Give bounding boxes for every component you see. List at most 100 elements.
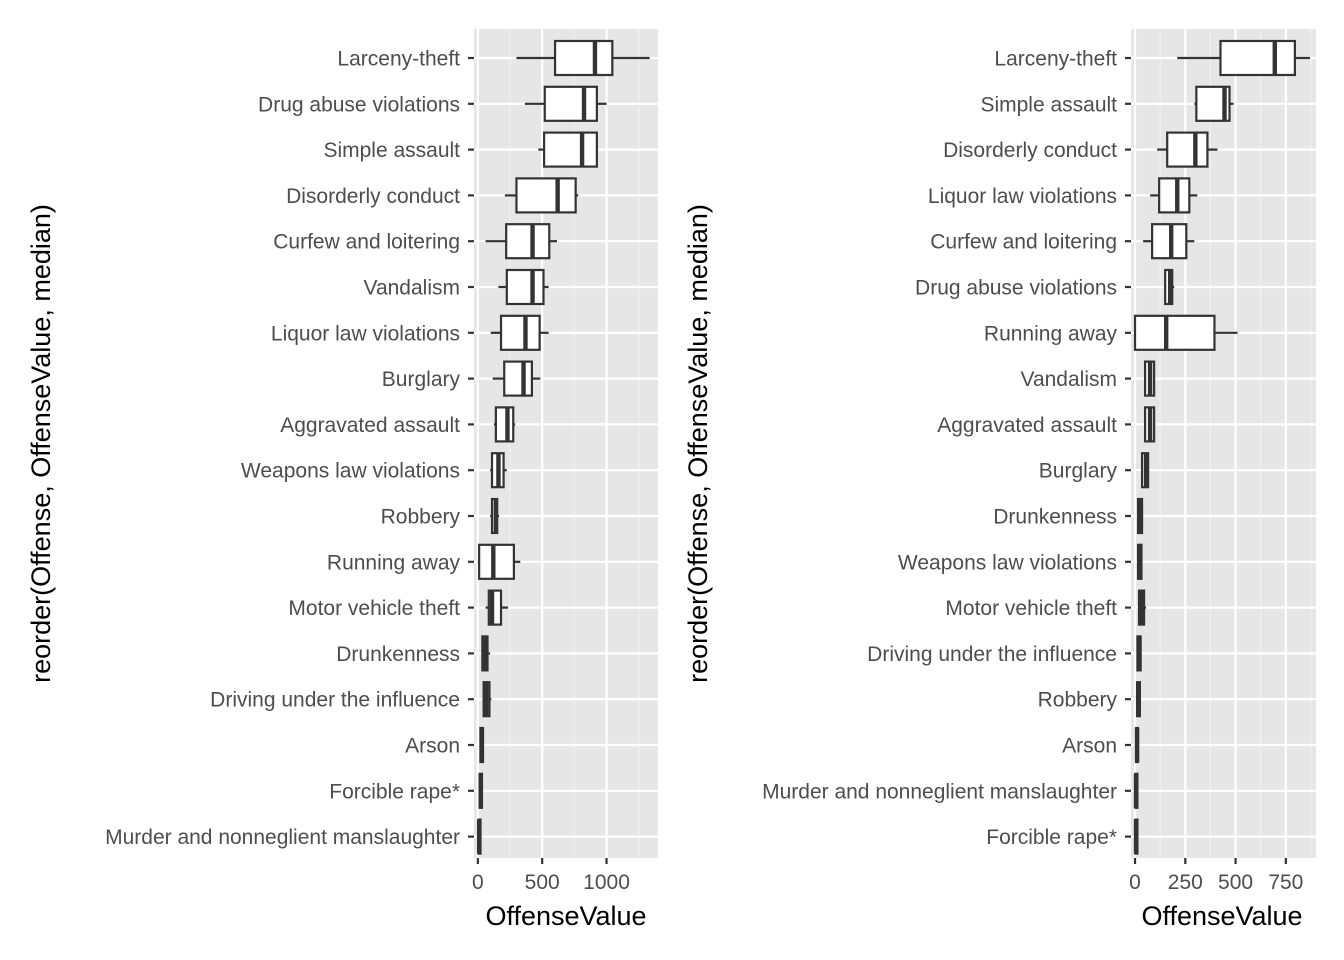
box-disorderly-conduct xyxy=(1157,131,1218,168)
x-tick-label: 1000 xyxy=(583,871,630,894)
x-tick-label: 500 xyxy=(1218,871,1253,894)
box-body xyxy=(515,177,577,214)
category-label: Curfew and loitering xyxy=(930,231,1117,254)
x-tick-label: 0 xyxy=(472,871,484,894)
box-burglary xyxy=(1140,452,1150,489)
box-running-away xyxy=(1133,314,1238,351)
category-label: Forcible rape* xyxy=(986,826,1117,849)
box-driving-under-the-influence xyxy=(482,681,492,718)
box-curfew-and-loitering xyxy=(1143,223,1195,260)
y-axis-title: reorder(Offense, OffenseValue, median) xyxy=(683,204,713,683)
box-motor-vehicle-theft xyxy=(1137,589,1147,626)
box-aggravated-assault xyxy=(493,406,516,443)
box-weapons-law-violations xyxy=(1136,543,1143,580)
category-label: Burglary xyxy=(382,368,461,391)
x-tick-label: 250 xyxy=(1168,871,1203,894)
box-robbery xyxy=(490,497,500,535)
box-drunkenness xyxy=(1136,497,1144,535)
box-murder-and-nonneglient-manslaughter xyxy=(1133,772,1139,809)
box-weapons-law-violations xyxy=(490,452,507,489)
category-label: Robbery xyxy=(1038,689,1118,712)
box-driving-under-the-influence xyxy=(1136,635,1142,672)
category-label: Driving under the influence xyxy=(867,643,1117,666)
x-axis-title: OffenseValue xyxy=(485,901,646,931)
box-body xyxy=(1133,314,1216,351)
box-body xyxy=(505,223,551,260)
box-drug-abuse-violations xyxy=(524,85,607,122)
box-simple-assault xyxy=(1194,85,1234,122)
box-arson xyxy=(1134,726,1140,764)
y-axis-title: reorder(Offense, OffenseValue, median) xyxy=(26,204,56,683)
category-label: Disorderly conduct xyxy=(943,139,1117,162)
category-label: Simple assault xyxy=(980,93,1117,116)
category-label: Larceny-theft xyxy=(994,48,1117,71)
category-label: Running away xyxy=(984,322,1118,345)
panel-2: Larceny-theft Simple assault Disorderly co… xyxy=(683,29,1316,931)
category-label: Liquor law violations xyxy=(271,322,460,345)
box-disorderly-conduct xyxy=(504,177,579,214)
box-body xyxy=(1219,39,1296,77)
box-body xyxy=(503,360,534,397)
category-label: Curfew and loitering xyxy=(273,231,460,254)
box-vandalism xyxy=(1143,360,1156,397)
category-label: Motor vehicle theft xyxy=(288,597,460,620)
box-running-away xyxy=(477,543,521,580)
box-drunkenness xyxy=(481,635,491,672)
x-tick-label: 750 xyxy=(1268,871,1303,894)
box-simple-assault xyxy=(538,131,598,168)
category-label: Drunkenness xyxy=(993,506,1117,529)
box-robbery xyxy=(1135,681,1141,718)
category-label: Weapons law violations xyxy=(898,551,1117,574)
box-body xyxy=(494,406,515,443)
panel-background xyxy=(1131,29,1316,858)
box-body xyxy=(1158,177,1191,214)
box-liquor-law-violations xyxy=(490,314,549,351)
category-label: Weapons law violations xyxy=(241,460,460,483)
category-label: Simple assault xyxy=(323,139,460,162)
box-vandalism xyxy=(498,268,549,306)
box-liquor-law-violations xyxy=(1150,177,1198,214)
box-body xyxy=(553,39,614,77)
category-label: Forcible rape* xyxy=(329,780,460,803)
category-label: Murder and nonneglient manslaughter xyxy=(762,780,1117,803)
x-tick-label: 0 xyxy=(1129,871,1141,894)
box-aggravated-assault xyxy=(1143,406,1156,443)
category-label: Drug abuse violations xyxy=(915,277,1117,300)
category-label: Murder and nonneglient manslaughter xyxy=(105,826,460,849)
box-body xyxy=(543,85,598,122)
box-curfew-and-loitering xyxy=(485,223,557,260)
category-label: Vandalism xyxy=(1021,368,1118,391)
x-tick-label: 500 xyxy=(525,871,560,894)
box-murder-and-nonneglient-manslaughter xyxy=(476,818,482,855)
category-label: Arson xyxy=(405,735,460,758)
category-label: Arson xyxy=(1062,735,1117,758)
box-larceny-theft xyxy=(1177,39,1310,77)
box-body xyxy=(499,314,541,351)
x-axis-title: OffenseValue xyxy=(1141,901,1302,931)
box-body xyxy=(478,543,515,580)
box-body xyxy=(505,268,545,306)
category-label: Aggravated assault xyxy=(937,414,1117,437)
category-label: Drug abuse violations xyxy=(258,93,460,116)
category-label: Liquor law violations xyxy=(928,185,1117,208)
category-label: Motor vehicle theft xyxy=(945,597,1117,620)
box-body xyxy=(543,131,598,168)
category-label: Robbery xyxy=(381,506,461,529)
box-arson xyxy=(479,726,485,764)
category-label: Drunkenness xyxy=(336,643,460,666)
category-label: Burglary xyxy=(1039,460,1118,483)
box-body xyxy=(1166,131,1209,168)
category-label: Aggravated assault xyxy=(280,414,460,437)
category-label: Running away xyxy=(327,551,461,574)
box-forcible-rape xyxy=(478,772,484,809)
category-label: Driving under the influence xyxy=(210,689,460,712)
box-burglary xyxy=(492,360,541,397)
box-drug-abuse-violations xyxy=(1164,268,1175,306)
category-label: Larceny-theft xyxy=(337,48,460,71)
category-label: Disorderly conduct xyxy=(286,185,460,208)
box-forcible-rape xyxy=(1133,818,1139,855)
panel-1: Larceny-theft Drug abuse violations Simple… xyxy=(26,29,658,931)
box-larceny-theft xyxy=(516,39,650,77)
